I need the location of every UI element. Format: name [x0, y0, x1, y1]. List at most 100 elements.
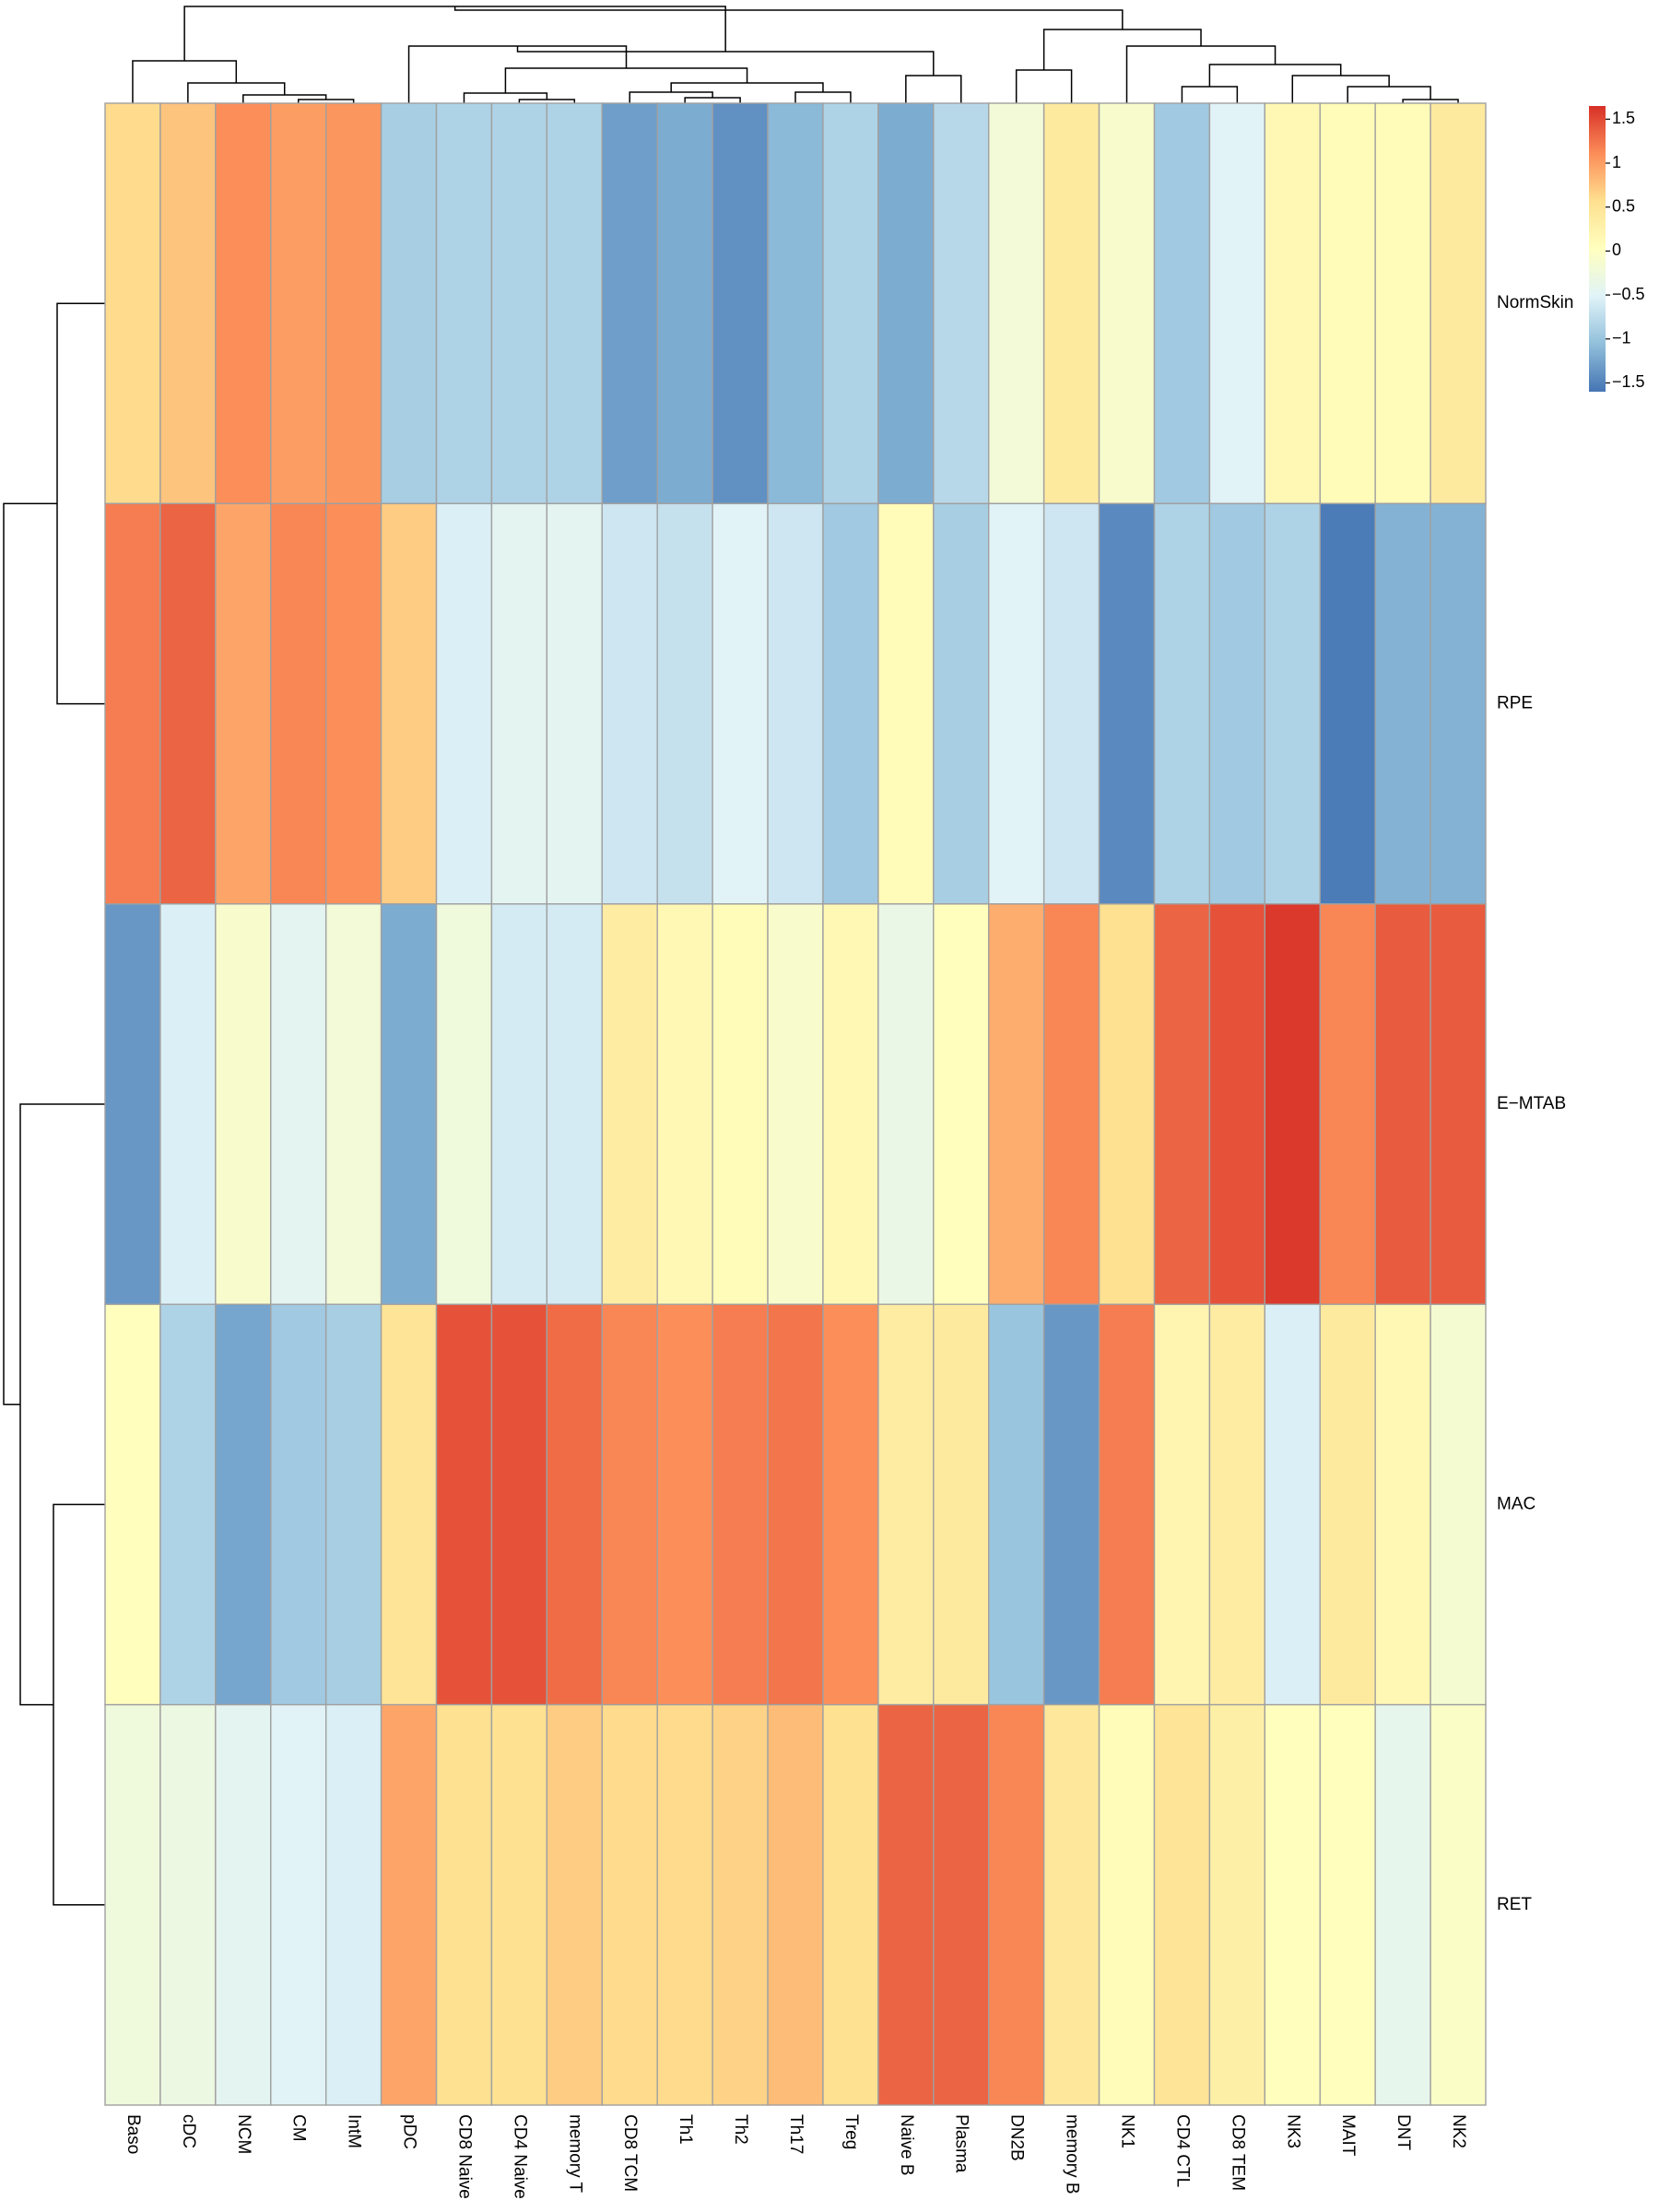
heatmap-cell	[490, 1703, 548, 2106]
heatmap-cell	[380, 502, 438, 905]
heatmap-cell	[490, 102, 548, 505]
heatmap-cell	[656, 102, 713, 505]
heatmap-cell	[1153, 1303, 1211, 1706]
heatmap-cell	[1374, 1303, 1431, 1706]
heatmap-cell	[601, 502, 658, 905]
color-legend: 1.5 1 0.5 0 −0.5 −1 −1.5	[1589, 106, 1645, 392]
heatmap-cell	[1374, 102, 1431, 505]
dendrogram-link	[407, 45, 628, 103]
heatmap-cell	[1319, 102, 1376, 505]
heatmap-cell	[877, 903, 935, 1305]
heatmap-cell	[1374, 1703, 1431, 2106]
heatmap-cell	[1264, 502, 1321, 905]
heatmap-cell	[104, 1303, 161, 1706]
dendrogram-link	[504, 67, 748, 93]
row-label: E−MTAB	[1497, 1094, 1566, 1113]
heatmap-cell	[712, 1303, 769, 1706]
heatmap-cell	[877, 1703, 935, 2106]
heatmap-cell	[324, 1303, 382, 1706]
dendrogram-link	[132, 60, 238, 103]
heatmap-cell	[1042, 502, 1100, 905]
dendrogram-link	[1042, 29, 1202, 70]
row-label: RPE	[1497, 694, 1533, 713]
heatmap-cell	[712, 903, 769, 1305]
legend-color-bar	[1589, 106, 1606, 392]
heatmap-cell	[1098, 1303, 1156, 1706]
row-labels: NormSkin RPE E−MTAB MAC RET	[1497, 293, 1573, 1914]
legend-tick-label: −1	[1612, 329, 1631, 347]
heatmap-cell	[435, 1303, 493, 1706]
heatmap-cell	[546, 1703, 603, 2106]
heatmap-cell	[215, 102, 272, 505]
heatmap-cell	[435, 102, 493, 505]
heatmap-cell	[1319, 1703, 1376, 2106]
heatmap-cell	[1098, 1703, 1156, 2106]
heatmap-cell	[1430, 502, 1487, 905]
heatmap-cell	[1430, 1703, 1487, 2106]
heatmap-cell	[270, 102, 327, 505]
heatmap-cell	[104, 502, 161, 905]
heatmap-cell	[656, 903, 713, 1305]
column-label: CD8 Naive	[454, 2114, 474, 2199]
heatmap-cell	[601, 1703, 658, 2106]
heatmap-cell	[1319, 903, 1376, 1305]
heatmap-cell	[601, 1303, 658, 1706]
dendrogram-link	[1015, 69, 1073, 103]
heatmap-cell	[159, 1303, 217, 1706]
dendrogram-link	[1181, 86, 1239, 103]
heatmap-cell	[767, 502, 824, 905]
heatmap-cell	[324, 102, 382, 505]
heatmap-cell	[546, 903, 603, 1305]
heatmap-cell	[933, 903, 990, 1305]
row-dendrogram	[3, 302, 105, 1906]
heatmap-cell	[767, 903, 824, 1305]
heatmap-cell	[822, 1703, 879, 2106]
dendrogram-link	[905, 75, 962, 103]
legend-tick-label: −1.5	[1612, 372, 1645, 391]
legend-tick-label: 0	[1612, 241, 1621, 259]
dendrogram-link	[453, 6, 1124, 29]
column-label: MAIT	[1338, 2114, 1358, 2157]
heatmap-cell	[546, 102, 603, 505]
column-dendrogram	[132, 6, 1459, 103]
heatmap-cell	[435, 1703, 493, 2106]
column-label: Th2	[731, 2114, 750, 2145]
dendrogram-link	[53, 1503, 105, 1906]
dendrogram-link	[3, 502, 57, 1406]
legend-tick-label: 0.5	[1612, 196, 1635, 215]
heatmap-cell	[1319, 1303, 1376, 1706]
heatmap-cell	[159, 102, 217, 505]
heatmap-cell	[270, 1303, 327, 1706]
heatmap-cell	[215, 1303, 272, 1706]
heatmap-cell	[1098, 502, 1156, 905]
heatmap-cells	[104, 102, 1487, 2106]
heatmap-cell	[1430, 903, 1487, 1305]
dendrogram-link	[1347, 86, 1431, 103]
column-label: CD8 TCM	[620, 2114, 640, 2192]
heatmap-cell	[877, 1303, 935, 1706]
dendrogram-link	[187, 82, 286, 103]
heatmap-cell	[933, 502, 990, 905]
heatmap-cell	[1098, 102, 1156, 505]
heatmap-cell	[104, 903, 161, 1305]
heatmap-cell	[767, 102, 824, 505]
heatmap-cell	[104, 1703, 161, 2106]
heatmap-cell	[933, 1703, 990, 2106]
heatmap-cell	[1264, 903, 1321, 1305]
dendrogram-link	[463, 92, 548, 103]
column-label: NCM	[234, 2114, 253, 2154]
legend-tick-label: 1	[1612, 153, 1621, 171]
dendrogram-link	[19, 1103, 105, 1706]
dendrogram-link	[684, 97, 741, 103]
heatmap-cell	[1153, 903, 1211, 1305]
heatmap-cell	[1374, 903, 1431, 1305]
heatmap-cell	[1264, 1303, 1321, 1706]
heatmap-cell	[822, 502, 879, 905]
dendrogram-link	[670, 82, 824, 92]
heatmap-cell	[712, 102, 769, 505]
heatmap-cell	[1208, 903, 1266, 1305]
heatmap-cell	[1042, 1703, 1100, 2106]
column-label: CD8 TEM	[1228, 2114, 1247, 2191]
dendrogram-link	[56, 302, 105, 705]
heatmap-cell	[1042, 1303, 1100, 1706]
